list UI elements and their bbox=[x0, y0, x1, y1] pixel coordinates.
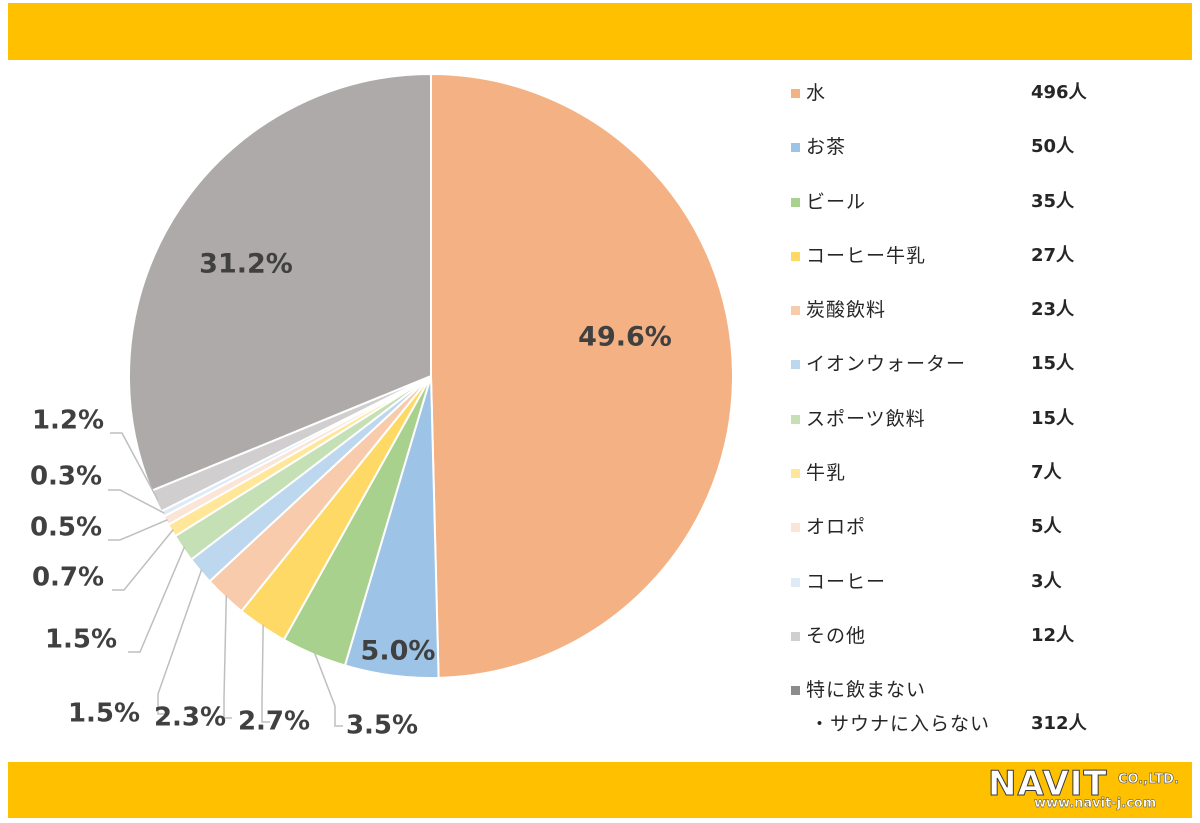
legend-swatch bbox=[791, 686, 800, 696]
logo-wordmark: NAVIT bbox=[988, 764, 1108, 805]
legend-label: オロポ bbox=[806, 516, 867, 539]
legend-count: 312人 bbox=[1031, 713, 1087, 735]
legend-label: 水 bbox=[806, 82, 827, 104]
legend-count: 5人 bbox=[1031, 516, 1062, 538]
legend-swatch bbox=[791, 523, 800, 533]
legend-count: 50人 bbox=[1031, 136, 1075, 158]
legend-count: 15人 bbox=[1031, 407, 1075, 429]
legend-item: お茶 50人 bbox=[788, 126, 1128, 180]
data-label: 5.0% bbox=[361, 636, 436, 667]
legend-swatch bbox=[791, 143, 800, 153]
legend-swatch bbox=[791, 306, 800, 316]
leader-line bbox=[157, 569, 203, 715]
legend-item: イオンウォーター 15人 bbox=[788, 343, 1128, 397]
legend-count: 15人 bbox=[1031, 353, 1075, 375]
legend-count: 12人 bbox=[1031, 624, 1075, 646]
pie-slice bbox=[430, 72, 734, 679]
leader-line bbox=[112, 529, 174, 591]
legend-swatch bbox=[791, 631, 800, 641]
leader-line bbox=[108, 519, 168, 541]
data-label: 2.7% bbox=[238, 707, 310, 737]
legend-swatch bbox=[791, 360, 800, 370]
legend-swatch bbox=[791, 89, 800, 98]
legend-item: スポーツ飲料 15人 bbox=[788, 398, 1128, 452]
data-label: 3.5% bbox=[346, 711, 418, 741]
legend-count: 35人 bbox=[1031, 190, 1075, 212]
legend-label: その他 bbox=[806, 624, 867, 647]
legend-label: 炭酸飲料 bbox=[806, 299, 887, 322]
legend-label: コーヒー牛乳 bbox=[806, 244, 927, 267]
legend-item: コーヒー牛乳 27人 bbox=[788, 235, 1128, 289]
legend-count: 496人 bbox=[1031, 82, 1087, 103]
leader-line bbox=[110, 432, 159, 501]
logo-suffix: CO.,LTD. bbox=[1118, 772, 1179, 788]
data-label: 0.5% bbox=[30, 513, 102, 543]
data-label: 0.3% bbox=[30, 462, 102, 492]
legend-label-line2: ・サウナに入らない bbox=[810, 713, 991, 736]
legend-swatch bbox=[791, 414, 800, 424]
leader-line bbox=[261, 624, 270, 723]
leader-line bbox=[108, 489, 165, 514]
legend-count: 3人 bbox=[1031, 570, 1062, 592]
legend-label: ビール bbox=[806, 190, 867, 213]
data-label: 2.3% bbox=[154, 703, 226, 733]
legend-label: 特に飲まない bbox=[806, 679, 927, 702]
legend-item: 炭酸飲料 23人 bbox=[788, 289, 1128, 343]
data-label: 1.5% bbox=[68, 699, 140, 729]
legend-item: ビール 35人 bbox=[788, 181, 1128, 235]
legend-swatch bbox=[791, 577, 800, 587]
pie-slice bbox=[128, 72, 432, 492]
legend-label: スポーツ飲料 bbox=[806, 407, 926, 430]
legend-swatch bbox=[791, 469, 800, 479]
top-banner bbox=[8, 3, 1192, 60]
bottom-banner bbox=[8, 762, 1192, 818]
leader-line bbox=[313, 652, 343, 727]
logo-url: www.navit-j.com bbox=[1034, 796, 1157, 811]
data-label: 49.6% bbox=[578, 322, 672, 353]
legend-label: コーヒー bbox=[806, 570, 887, 593]
legend-count: 7人 bbox=[1031, 462, 1062, 484]
data-label: 1.2% bbox=[32, 406, 104, 436]
legend-label: イオンウォーター bbox=[806, 353, 967, 376]
legend-count: 23人 bbox=[1031, 299, 1075, 321]
data-label: 0.7% bbox=[32, 563, 104, 593]
legend-label: お茶 bbox=[806, 136, 847, 159]
chart-legend: 水 496人 お茶 50人 ビール 35人 コーヒー牛乳 27人 炭酸飲料 23人 イオンウォーター… bbox=[788, 72, 1128, 735]
leader-line bbox=[223, 595, 232, 719]
legend-swatch bbox=[791, 251, 800, 261]
legend-label: 牛乳 bbox=[806, 462, 847, 485]
data-label: 1.5% bbox=[45, 625, 117, 655]
legend-item: コーヒー 3人 bbox=[788, 561, 1128, 615]
legend-item: オロポ 5人 bbox=[788, 506, 1128, 560]
legend-swatch bbox=[791, 197, 800, 207]
legend-item: 牛乳 7人 bbox=[788, 452, 1128, 506]
legend-count: 27人 bbox=[1031, 244, 1075, 266]
company-logo: NAVIT CO.,LTD. www.navit-j.com bbox=[988, 764, 1188, 814]
legend-item: 特に飲まない・サウナに入らない 312人 bbox=[788, 669, 1128, 735]
legend-item: その他 12人 bbox=[788, 615, 1128, 669]
leader-line bbox=[128, 546, 186, 653]
data-label: 31.2% bbox=[199, 249, 293, 280]
legend-item: 水 496人 bbox=[788, 72, 1128, 126]
